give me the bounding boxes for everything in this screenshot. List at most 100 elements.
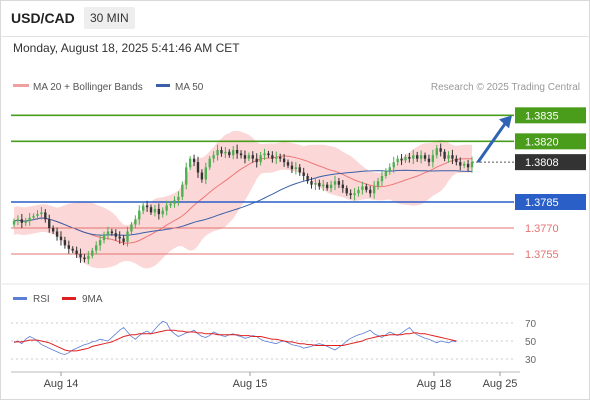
- candle: [408, 152, 411, 163]
- candle: [361, 181, 364, 195]
- candle: [255, 153, 258, 168]
- rsi-ma-legend-label: 9MA: [82, 294, 103, 305]
- candle: [79, 248, 82, 263]
- candle: [118, 231, 121, 244]
- candle: [243, 150, 247, 164]
- candle: [466, 159, 470, 172]
- candle: [208, 156, 211, 170]
- candle: [431, 149, 435, 168]
- rsi-ma-legend-swatch: [62, 297, 76, 300]
- candle: [232, 146, 235, 160]
- candle: [447, 151, 450, 163]
- candle: [142, 202, 145, 214]
- candle: [126, 226, 129, 247]
- candle: [75, 246, 78, 258]
- candle: [306, 173, 309, 184]
- candle: [419, 150, 423, 164]
- candle: [412, 149, 415, 165]
- level-1-3770-label: 1.3770: [525, 223, 559, 235]
- candle: [114, 229, 117, 241]
- candle: [20, 213, 24, 229]
- moving-averages: [13, 155, 473, 244]
- candle: [48, 214, 51, 233]
- candle: [16, 215, 20, 226]
- candle: [32, 213, 35, 221]
- time-tick-label: Aug 25: [483, 378, 518, 390]
- candle: [239, 150, 243, 159]
- candle: [263, 148, 266, 160]
- candle: [122, 235, 125, 246]
- bollinger-legend-label: MA 20 + Bollinger Bands: [33, 82, 143, 93]
- candle: [134, 215, 137, 229]
- candle: [376, 177, 380, 190]
- candle: [271, 151, 274, 163]
- symbol-title: USD/CAD: [11, 10, 75, 26]
- candle: [333, 175, 337, 191]
- rsi-line: [13, 320, 457, 355]
- candle: [251, 151, 254, 163]
- candle: [192, 154, 196, 167]
- level-1-3755-label: 1.3755: [525, 249, 559, 261]
- candle: [294, 161, 298, 175]
- candle: [470, 156, 474, 173]
- level-1-3785-label: 1.3785: [525, 197, 559, 209]
- candle: [247, 152, 251, 162]
- candle: [12, 218, 16, 228]
- candle: [40, 207, 43, 220]
- candle: [322, 179, 325, 192]
- candle: [353, 187, 356, 201]
- candle: [181, 181, 184, 201]
- candle: [145, 200, 149, 212]
- candle: [345, 185, 348, 196]
- candle: [404, 154, 407, 163]
- level-1-3835-tag: [515, 107, 586, 124]
- candle: [400, 153, 403, 166]
- candlesticks: [12, 143, 474, 264]
- candle: [224, 147, 227, 159]
- level-1-3785-tag: [515, 194, 586, 210]
- candle: [71, 246, 74, 254]
- candle: [302, 167, 305, 181]
- candle: [427, 154, 431, 167]
- chart-header: USD/CAD 30 MIN: [0, 0, 590, 37]
- candle: [169, 201, 172, 209]
- candle: [130, 221, 133, 235]
- candle: [298, 164, 301, 176]
- candle: [185, 162, 188, 190]
- time-tick-label: Aug 14: [44, 378, 79, 390]
- level-1-3808-tag: [515, 154, 586, 171]
- time-tick-label: Aug 15: [233, 378, 268, 390]
- candle: [51, 225, 55, 235]
- candle: [451, 149, 454, 165]
- interval-button[interactable]: 30 MIN: [84, 7, 135, 29]
- candle: [341, 179, 344, 193]
- candle: [98, 234, 102, 251]
- candle: [87, 251, 90, 264]
- candle: [462, 161, 466, 169]
- target-arrow-shaft: [476, 121, 508, 163]
- candle: [95, 241, 98, 255]
- candle: [365, 183, 368, 193]
- candle: [59, 231, 63, 246]
- candle: [106, 226, 110, 240]
- bollinger-band-area: [14, 130, 472, 269]
- candle: [416, 151, 419, 162]
- candle: [286, 159, 290, 169]
- candle: [290, 161, 294, 174]
- candle: [173, 196, 176, 208]
- rsi-tick-label: 50: [525, 337, 537, 348]
- candle: [435, 144, 438, 159]
- target-arrow: [476, 115, 512, 163]
- candle: [384, 168, 388, 179]
- rsi-gridlines: [11, 322, 514, 360]
- candle: [314, 177, 317, 191]
- rsi-legend-label: RSI: [33, 294, 50, 305]
- candle: [388, 163, 391, 175]
- candle: [459, 157, 462, 171]
- candle: [165, 200, 168, 216]
- price-levels: [11, 114, 514, 255]
- candle: [200, 169, 204, 183]
- candle: [423, 152, 427, 162]
- ma50-legend-swatch: [156, 84, 170, 87]
